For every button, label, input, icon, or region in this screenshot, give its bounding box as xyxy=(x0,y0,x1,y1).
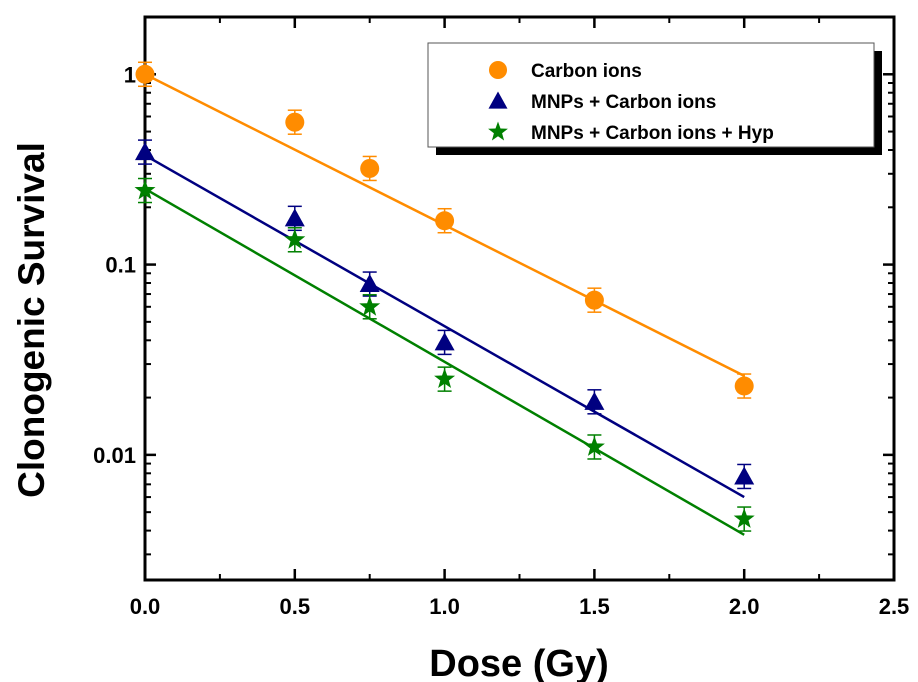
x-tick-label: 1.0 xyxy=(429,594,460,619)
star-marker xyxy=(583,436,605,456)
data-markers xyxy=(134,61,755,532)
circle-marker xyxy=(734,376,754,396)
x-tick-label: 1.5 xyxy=(579,594,610,619)
triangle-marker xyxy=(488,91,508,109)
fit-line xyxy=(144,154,745,499)
y-tick-label: 1 xyxy=(124,62,136,87)
legend-label: MNPs + Carbon ions xyxy=(531,92,716,113)
legend-label: Carbon ions xyxy=(531,61,642,82)
x-tick-label: 2.0 xyxy=(729,594,760,619)
fit-line xyxy=(144,187,745,536)
y-tick-label: 0.1 xyxy=(105,253,136,278)
circle-marker xyxy=(135,64,155,84)
legend-label: MNPs + Carbon ions + Hyp xyxy=(531,123,774,144)
star-marker xyxy=(284,228,306,249)
triangle-marker xyxy=(359,274,380,293)
triangle-marker xyxy=(135,142,155,161)
circle-marker xyxy=(285,112,305,132)
star-marker xyxy=(359,295,381,316)
axes-layer: 0.0 0.5 1.0 1.5 2.0 2.5 1 0.1 0.01 xyxy=(93,15,910,619)
circle-marker xyxy=(488,60,508,80)
y-axis-title: Clonogenic Survival xyxy=(11,142,52,498)
legend: Carbon ions MNPs + Carbon ions MNPs + Carb… xyxy=(427,42,882,155)
circle-marker xyxy=(584,290,604,310)
circle-marker xyxy=(435,211,455,231)
triangle-marker xyxy=(284,208,305,227)
star-marker xyxy=(434,368,456,388)
x-tick-label: 0.0 xyxy=(130,594,161,619)
x-axis-title: Dose (Gy) xyxy=(429,643,608,682)
y-tick-label: 0.01 xyxy=(93,443,136,468)
star-marker xyxy=(134,179,156,200)
star-marker xyxy=(733,508,755,528)
triangle-marker xyxy=(584,391,605,410)
x-tick-label: 0.5 xyxy=(280,594,311,619)
triangle-marker xyxy=(734,466,755,485)
star-marker xyxy=(488,121,508,141)
triangle-marker xyxy=(434,332,455,351)
x-tick-label: 2.5 xyxy=(879,594,910,619)
circle-marker xyxy=(360,158,380,178)
